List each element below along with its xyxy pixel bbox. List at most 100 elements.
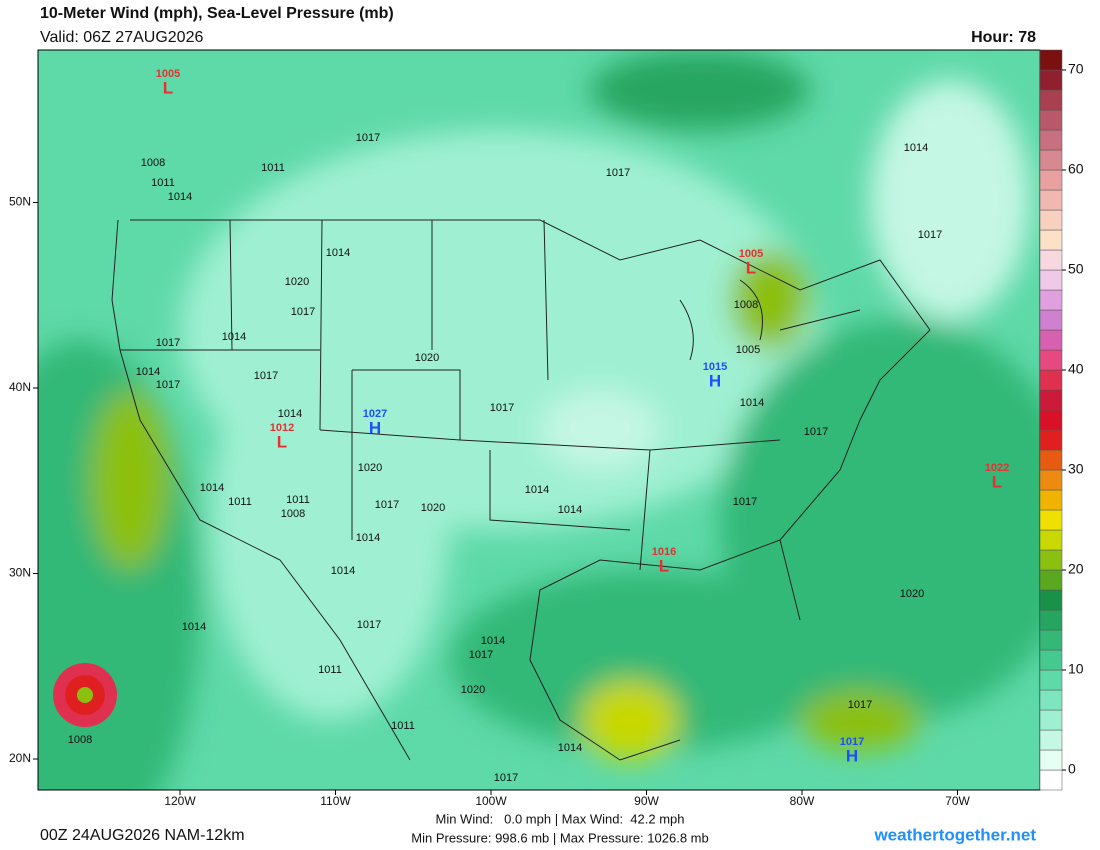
colorbar-bin	[1039, 349, 1063, 371]
colorbar-bin	[1039, 649, 1063, 671]
lat-label: 20N	[9, 751, 31, 765]
isobar-label: 1017	[494, 772, 518, 784]
colorbar-bin	[1039, 249, 1063, 271]
isobar-label: 1014	[222, 331, 246, 343]
isobar-label: 1011	[151, 177, 175, 189]
colorbar-bin	[1039, 609, 1063, 631]
lon-label: 100W	[475, 794, 507, 808]
lat-label: 50N	[9, 195, 31, 209]
colorbar-bin	[1039, 549, 1063, 571]
isobar-label: 1017	[291, 306, 315, 318]
isobar-label: 1020	[900, 588, 924, 600]
isobar-label: 1011	[286, 494, 310, 506]
colorbar-bin	[1039, 629, 1063, 651]
isobar-label: 1008	[141, 157, 165, 169]
isobar-label: 1008	[281, 508, 305, 520]
colorbar-bin	[1039, 409, 1063, 431]
lon-label: 90W	[634, 794, 659, 808]
isobar-label: 1017	[490, 402, 514, 414]
isobar-label: 1020	[421, 502, 445, 514]
isobar-label: 1014	[136, 366, 160, 378]
colorbar-label: 20	[1068, 561, 1084, 577]
isobar-label: 1017	[848, 699, 872, 711]
colorbar-label: 60	[1068, 161, 1084, 177]
colorbar-bin	[1039, 529, 1063, 551]
isobar-label: 1020	[358, 462, 382, 474]
colorbar-label: 30	[1068, 461, 1084, 477]
valid-time: Valid: 06Z 27AUG2026	[40, 29, 203, 46]
isobar-label: 1017	[156, 337, 180, 349]
colorbar-bin	[1039, 269, 1063, 291]
colorbar-bin	[1039, 89, 1063, 111]
colorbar-bin	[1039, 109, 1063, 131]
center-value: 1027	[363, 408, 387, 420]
center-symbol: L	[746, 258, 756, 277]
center-symbol: L	[659, 556, 669, 575]
colorbar-bin	[1039, 209, 1063, 231]
lon-label: 110W	[320, 794, 351, 808]
colorbar-bin	[1039, 49, 1063, 71]
isobar-label: 1014	[525, 484, 549, 496]
colorbar-bin	[1039, 129, 1063, 151]
center-value: 1005	[156, 68, 180, 80]
isobar-label: 1017	[606, 167, 630, 179]
isobar-label: 1014	[168, 191, 192, 203]
pressure-stats: Min Pressure: 998.6 mb | Max Pressure: 1…	[411, 830, 708, 845]
isobar-label: 1011	[261, 162, 285, 174]
isobar-label: 1020	[285, 276, 309, 288]
colorbar-bin	[1039, 569, 1063, 591]
colorbar-bin	[1039, 169, 1063, 191]
isobar-label: 1017	[469, 649, 493, 661]
isobar-label: 1014	[558, 504, 582, 516]
center-symbol: L	[992, 472, 1002, 491]
isobar-label: 1014	[182, 621, 206, 633]
isobar-label: 1014	[356, 532, 380, 544]
center-symbol: L	[163, 78, 173, 97]
colorbar-bin	[1039, 489, 1063, 511]
center-value: 1016	[652, 546, 676, 558]
lon-label: 70W	[945, 794, 970, 808]
colorbar-bin	[1039, 369, 1063, 391]
model-run: 00Z 24AUG2026 NAM-12km	[40, 827, 245, 844]
isobar-label: 1014	[200, 482, 224, 494]
isobar-label: 1014	[278, 408, 302, 420]
center-value: 1015	[703, 361, 727, 373]
colorbar-label: 50	[1068, 261, 1084, 277]
isobar-label: 1017	[804, 426, 828, 438]
lat-label: 30N	[9, 566, 31, 580]
center-value: 1005	[739, 248, 763, 260]
isobar-label: 1017	[254, 370, 278, 382]
colorbar-bin	[1039, 289, 1063, 311]
colorbar-bin	[1039, 329, 1063, 351]
colorbar-bin	[1039, 449, 1063, 471]
colorbar-bin	[1039, 69, 1063, 91]
isobar-label: 1017	[357, 619, 381, 631]
colorbar-bin	[1039, 689, 1063, 711]
colorbar-bin	[1039, 429, 1063, 451]
isobar-label: 1020	[415, 352, 439, 364]
center-symbol: H	[709, 371, 721, 390]
colorbar-bin	[1039, 149, 1063, 171]
colorbar-label: 70	[1068, 61, 1084, 77]
isobar-label: 1008	[68, 734, 92, 746]
colorbar-bin	[1039, 709, 1063, 731]
colorbar-bin	[1039, 769, 1063, 791]
isobar-label: 1014	[740, 397, 764, 409]
isobar-label: 1017	[733, 496, 757, 508]
colorbar-bin	[1039, 469, 1063, 491]
colorbar-bin	[1039, 189, 1063, 211]
center-symbol: H	[369, 418, 381, 437]
isobar-label: 1011	[391, 720, 415, 732]
colorbar-label: 0	[1068, 761, 1076, 777]
isobar-label: 1005	[736, 344, 760, 356]
forecast-hour: Hour: 78	[971, 29, 1036, 46]
isobar-label: 1011	[318, 664, 342, 676]
isobar-label: 1020	[461, 684, 485, 696]
wind-field	[38, 50, 1040, 790]
colorbar-bin	[1039, 589, 1063, 611]
colorbar-bin	[1039, 309, 1063, 331]
lon-label: 120W	[164, 794, 196, 808]
lat-label: 40N	[9, 380, 31, 394]
title: 10-Meter Wind (mph), Sea-Level Pressure …	[40, 5, 394, 22]
